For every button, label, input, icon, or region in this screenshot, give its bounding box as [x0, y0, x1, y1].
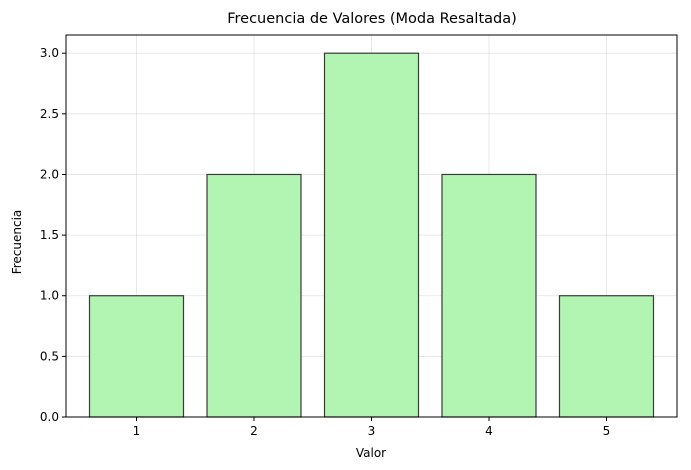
y-tick-label: 1.5 [40, 228, 59, 242]
y-tick-label: 3.0 [40, 46, 59, 60]
y-tick-label: 0.5 [40, 349, 59, 363]
y-axis-label: Frecuencia [10, 210, 24, 275]
bar-1 [88, 295, 185, 418]
y-tick-label: 1.0 [40, 289, 59, 303]
bar-5 [558, 295, 655, 418]
bar-2 [206, 173, 302, 418]
y-tick-label: 2.0 [40, 167, 59, 181]
bar-3 [323, 52, 420, 418]
bars [88, 52, 655, 418]
x-tick-label: 2 [250, 424, 258, 438]
x-tick-label: 5 [603, 424, 611, 438]
axes: 0.0 0.5 1.0 1.5 2.0 2.5 3.0 1 2 3 4 5 [40, 34, 678, 438]
x-axis-label: Valor [356, 446, 386, 460]
chart-title: Frecuencia de Valores (Moda Resaltada) [227, 11, 517, 27]
y-tick-label: 0.0 [40, 410, 59, 424]
x-tick-label: 1 [133, 424, 141, 438]
y-tick-label: 2.5 [40, 107, 59, 121]
x-tick-label: 3 [368, 424, 376, 438]
x-tick-label: 4 [485, 424, 493, 438]
bar-4 [441, 173, 537, 418]
